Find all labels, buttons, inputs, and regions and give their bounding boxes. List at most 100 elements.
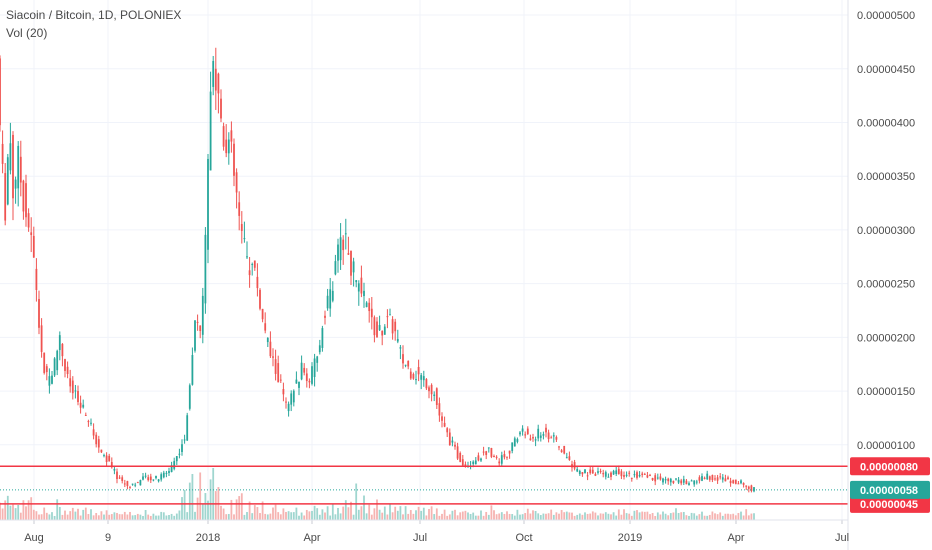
candle-body xyxy=(604,472,607,477)
volume-bar xyxy=(500,512,503,520)
volume-bar xyxy=(506,511,508,520)
candle-body xyxy=(695,481,698,483)
volume-bar xyxy=(53,515,56,520)
volume-bar xyxy=(734,515,737,520)
volume-bar xyxy=(149,515,152,520)
volume-bar xyxy=(386,514,389,520)
candle-body xyxy=(186,415,189,441)
volume-bar xyxy=(376,499,378,520)
volume-bar xyxy=(721,515,724,520)
price-axis[interactable]: 0.00000100 0.00000150 0.00000200 0.00000250… xyxy=(857,10,915,452)
x-tick-label: Jul xyxy=(835,532,849,544)
candle-body xyxy=(638,474,641,477)
volume-bar xyxy=(651,512,654,520)
volume-bar xyxy=(175,513,178,520)
candle-body xyxy=(298,381,300,388)
candle-body xyxy=(555,437,558,440)
candle-body xyxy=(313,358,316,377)
candle-body xyxy=(25,183,27,218)
volume-bar xyxy=(693,513,696,520)
candle-body xyxy=(51,375,53,384)
candle-body xyxy=(118,477,121,479)
candle-body xyxy=(493,455,495,457)
candle-body xyxy=(214,68,217,91)
volume-bar xyxy=(240,493,243,520)
candle-body xyxy=(121,477,124,481)
volume-bar xyxy=(318,514,321,520)
symbol-title[interactable]: Siacoin / Bitcoin, 1D, POLONIEX xyxy=(6,8,182,22)
volume-bar xyxy=(563,512,566,520)
volume-bar xyxy=(155,515,157,520)
volume-bar xyxy=(409,510,412,520)
grid-lines xyxy=(0,0,848,520)
candle-body xyxy=(136,482,139,484)
volume-bar xyxy=(12,504,14,520)
volume-bar xyxy=(420,510,423,520)
volume-bar xyxy=(685,515,688,520)
volume-bar xyxy=(181,497,183,520)
candle-body xyxy=(706,473,709,480)
volume-bar xyxy=(22,500,25,520)
candle-body xyxy=(339,237,342,261)
candle-body xyxy=(732,480,735,484)
candle-body xyxy=(383,326,386,335)
x-tick-label: 2018 xyxy=(196,532,220,544)
volume-bar xyxy=(675,508,677,520)
candle-body xyxy=(209,91,212,171)
volume-bar xyxy=(498,513,501,520)
candle-body xyxy=(641,473,644,475)
volume-bar xyxy=(610,514,612,520)
candle-body xyxy=(235,172,238,193)
candle-body xyxy=(607,476,610,478)
candle-body xyxy=(594,474,597,476)
volume-bar xyxy=(173,515,176,520)
volume-bar xyxy=(565,511,568,520)
candle-body xyxy=(147,477,150,481)
volume-bar xyxy=(482,515,485,520)
candle-body xyxy=(682,479,685,483)
candle-body xyxy=(589,469,592,474)
candle-body xyxy=(66,366,69,375)
time-axis[interactable]: Aug 9 2018 Apr Jul Oct 2019 Apr Jul xyxy=(0,519,849,544)
candle-body xyxy=(667,478,670,482)
volume-bar xyxy=(331,504,334,520)
volume-bar xyxy=(66,514,69,520)
volume-bar xyxy=(17,504,20,520)
volume-bar xyxy=(157,515,160,520)
candle-body xyxy=(1,143,4,164)
current-tag-label: 0.00000058 xyxy=(860,485,918,497)
candle-body xyxy=(573,462,576,469)
volume-indicator-label[interactable]: Vol (20) xyxy=(6,26,48,40)
candle-body xyxy=(480,458,482,461)
volume-bar xyxy=(472,512,475,520)
volume-bar xyxy=(324,512,326,520)
volume-bar xyxy=(443,509,446,520)
candle-body xyxy=(482,451,485,453)
x-tick-label: Aug xyxy=(24,532,44,544)
candle-body xyxy=(412,374,415,379)
candle-body xyxy=(350,250,352,276)
volume-bar xyxy=(480,510,482,520)
candle-body xyxy=(495,456,498,458)
volume-bar xyxy=(638,512,641,520)
candle-body xyxy=(266,337,269,343)
volume-bar xyxy=(584,512,586,520)
volume-bar xyxy=(339,513,342,520)
volume-bar xyxy=(454,509,456,520)
volume-bar xyxy=(251,513,254,520)
candle-body xyxy=(300,362,303,380)
candle-body xyxy=(79,402,82,408)
candle-body xyxy=(290,393,293,405)
price-tags: 0.00000080 0.00000045 0.00000058 xyxy=(850,457,930,513)
candle-body xyxy=(680,480,683,484)
volume-bar xyxy=(727,513,729,520)
candle-body xyxy=(129,487,131,489)
volume-bar xyxy=(412,513,415,520)
volume-bar xyxy=(329,515,332,520)
candle-body xyxy=(646,475,649,478)
candle-body xyxy=(357,283,360,292)
candle-body xyxy=(677,479,680,483)
candle-body xyxy=(464,464,467,467)
volume-bar xyxy=(282,508,285,520)
